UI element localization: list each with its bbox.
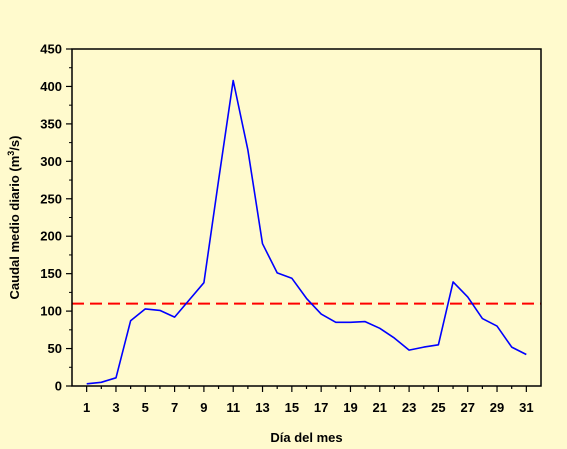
x-tick-label: 13	[255, 400, 269, 415]
x-tick-label: 25	[431, 400, 445, 415]
y-tick-label: 200	[40, 229, 62, 244]
y-tick-label: 100	[40, 304, 62, 319]
x-tick-label: 5	[142, 400, 149, 415]
x-axis-ticks: 1 3 5 7 9 11 13 15 17 19 21 23 25 27 29 31	[83, 386, 534, 415]
x-tick-label: 17	[314, 400, 328, 415]
x-tick-label: 9	[200, 400, 207, 415]
y-axis-title-unit: /s)	[7, 136, 22, 151]
x-tick-label: 29	[490, 400, 504, 415]
x-tick-label: 19	[343, 400, 357, 415]
y-tick-label: 300	[40, 154, 62, 169]
y-axis-title-superscript: 3	[6, 151, 16, 156]
y-axis-title: Caudal medio diario (m3/s)	[6, 136, 22, 300]
x-tick-label: 11	[226, 400, 240, 415]
y-tick-label: 50	[48, 341, 62, 356]
y-tick-label: 0	[55, 379, 62, 394]
y-tick-label: 150	[40, 266, 62, 281]
y-tick-label: 350	[40, 116, 62, 131]
x-tick-label: 21	[373, 400, 387, 415]
plot-frame	[71, 48, 542, 387]
x-tick-label: 7	[171, 400, 178, 415]
x-tick-label: 31	[519, 400, 533, 415]
x-tick-label: 1	[83, 400, 90, 415]
x-tick-label: 3	[112, 400, 119, 415]
y-tick-label: 400	[40, 79, 62, 94]
y-axis-ticks: 0 50 100 150 200 250 300 350 400 450	[40, 42, 72, 394]
x-tick-label: 27	[460, 400, 474, 415]
y-tick-label: 450	[40, 42, 62, 57]
x-axis-title: Día del mes	[270, 430, 342, 445]
x-tick-label: 23	[402, 400, 416, 415]
y-axis-title-main: Caudal medio diario (m	[7, 156, 22, 300]
series-line	[86, 79, 527, 385]
x-tick-label: 15	[285, 400, 299, 415]
y-tick-label: 250	[40, 191, 62, 206]
